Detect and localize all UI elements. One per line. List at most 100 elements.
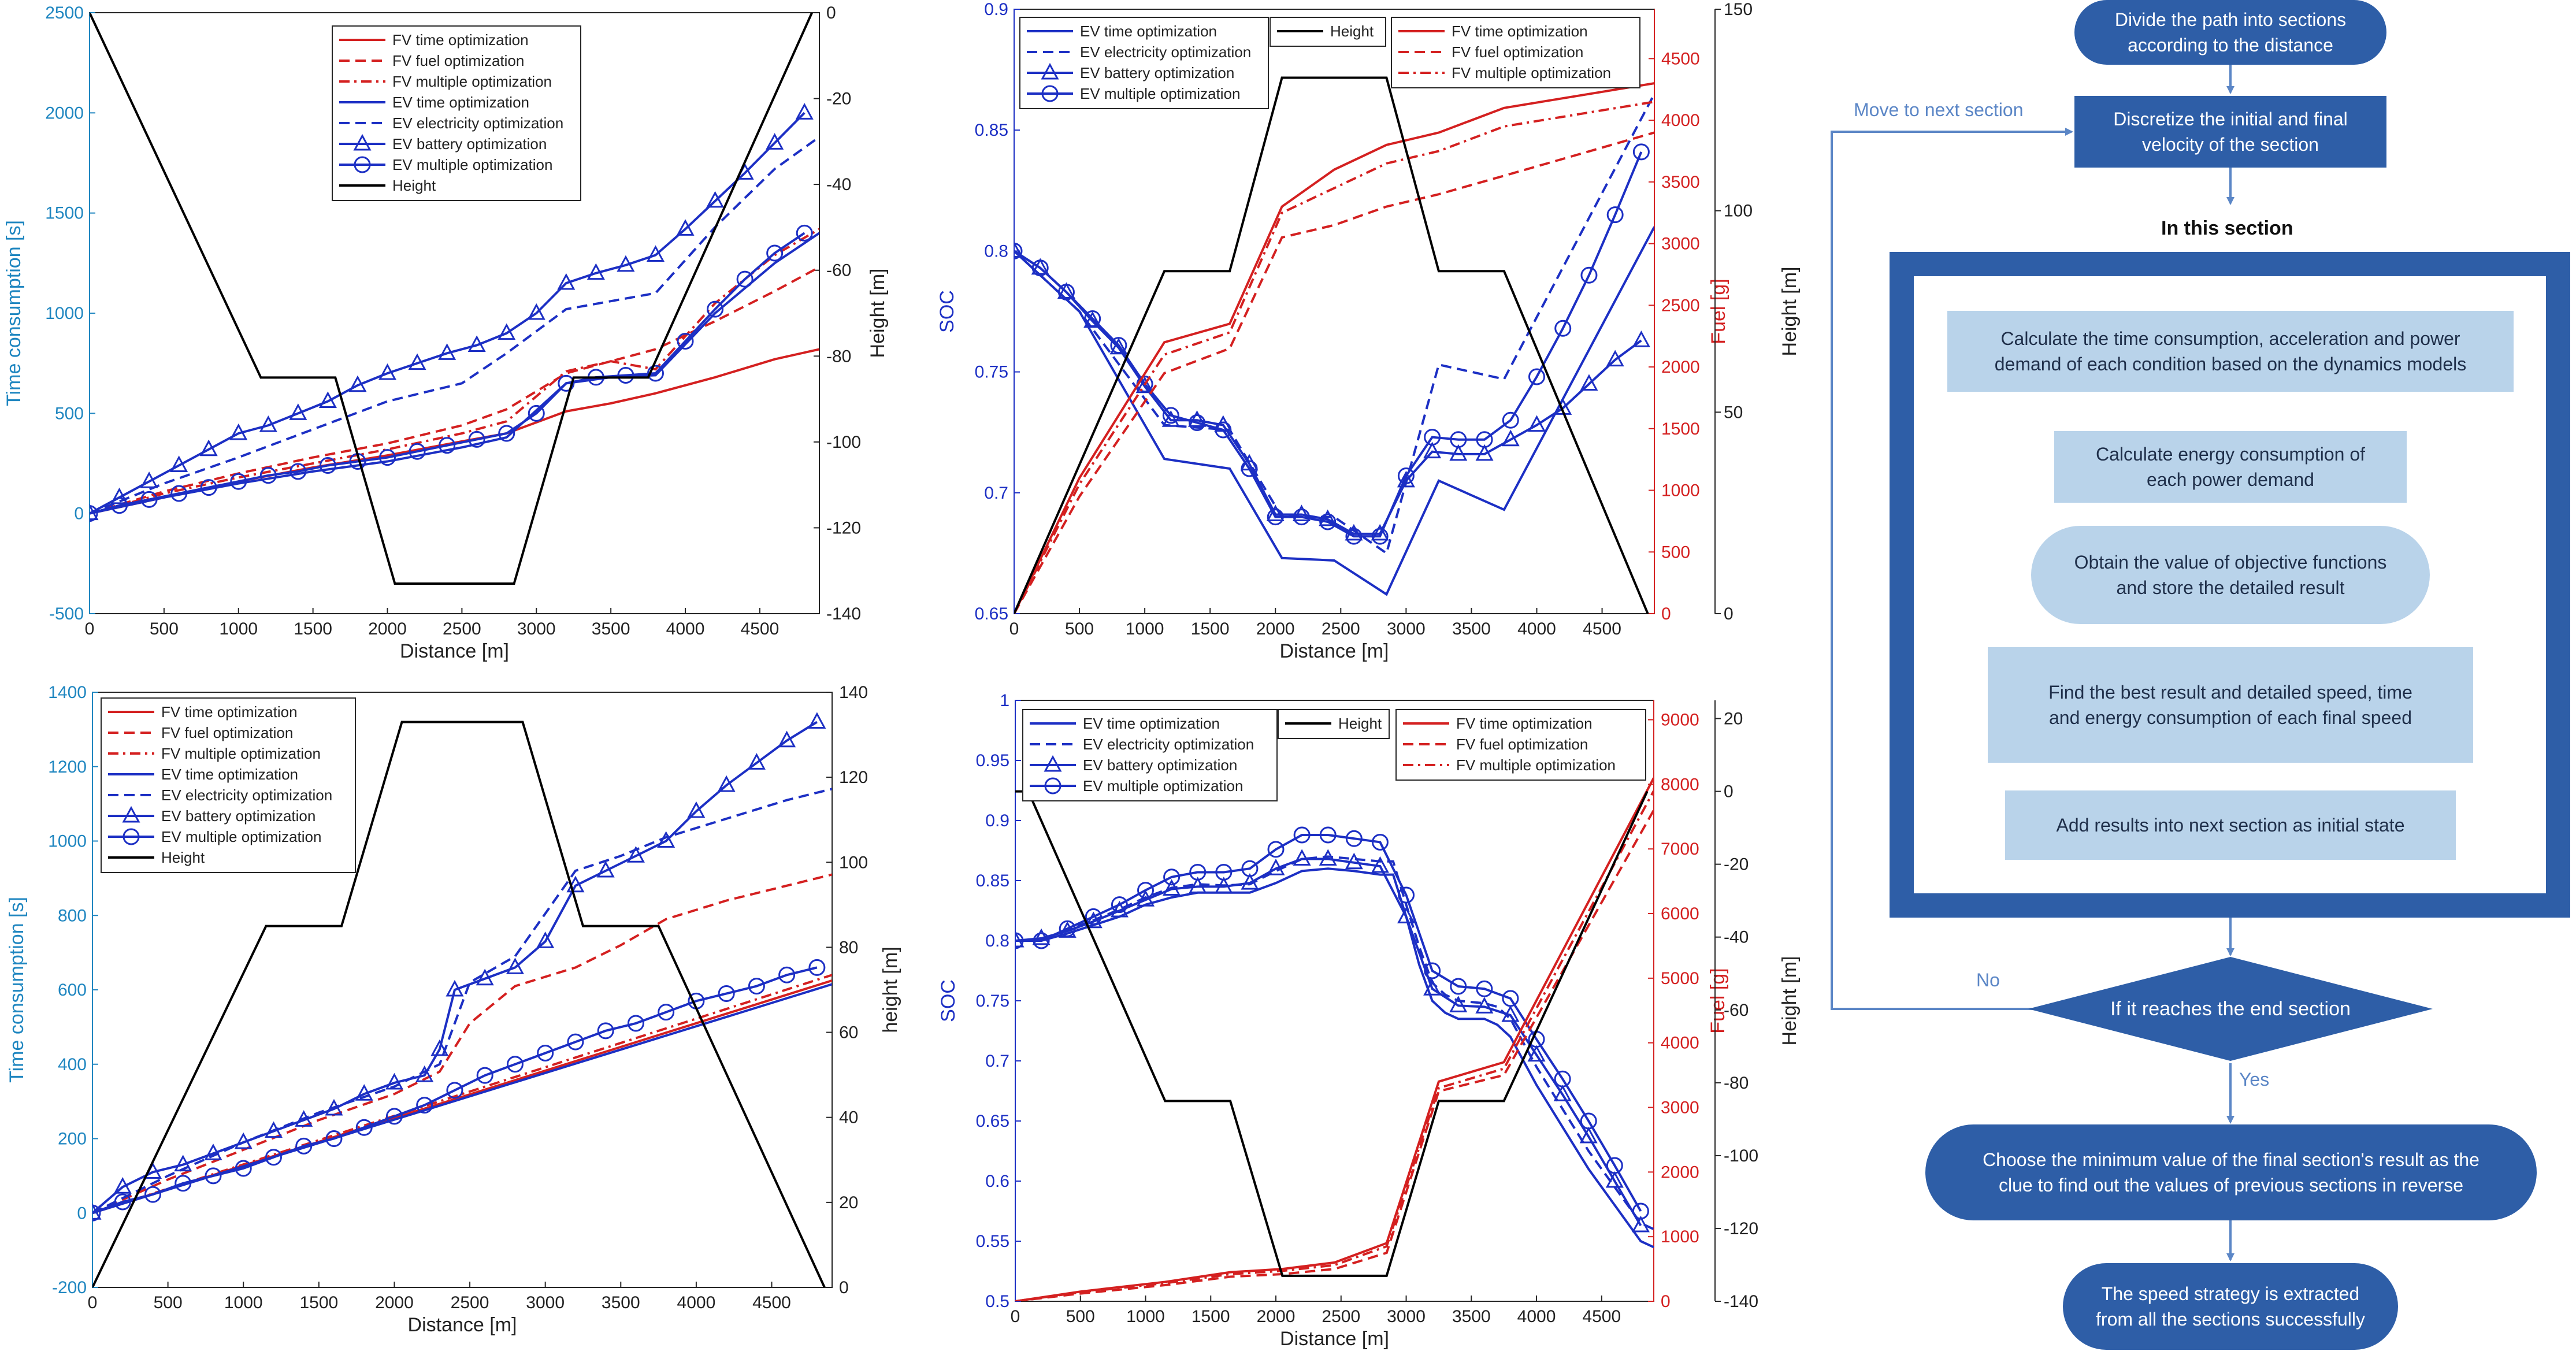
y-tick-label: 0.9 [985,811,1009,830]
data-point [778,730,796,748]
data-point [1423,979,1442,996]
data-point [264,1121,283,1138]
y-tick-label: 0.55 [976,1232,1009,1251]
series-line-5 [1014,131,1654,614]
legend: FV time optimization FV fuel optimization… [332,25,581,201]
data-point [1319,513,1337,530]
data-point [1241,460,1258,477]
data-point [627,1015,644,1032]
x-tick-label: 1000 [224,1293,263,1312]
y-axis-label: Time consumption [s] [3,220,25,406]
y-axis-label: SOC [937,979,959,1022]
legend-label: FV time optimization [1452,23,1588,40]
y2-tick-label: 5000 [1661,969,1699,988]
y2-tick-label: 3500 [1661,173,1700,192]
data-point [1293,508,1310,526]
data-point [295,1110,313,1127]
data-point [1319,849,1337,866]
x-tick-label: 2500 [443,619,481,639]
loop-arrow [1831,128,2126,1010]
legend: FV time optimization FV fuel optimization… [1391,17,1640,88]
data-point [1293,826,1311,844]
data-point [348,375,367,392]
y-tick-label: 0.5 [985,1292,1009,1311]
legend-label: FV fuel optimization [392,52,524,69]
legend-label: EV time optimization [161,766,298,783]
x-tick-label: 4000 [666,619,705,639]
legend-label: FV fuel optimization [161,724,293,741]
data-point [235,1160,252,1177]
x-tick-label: 3000 [1387,619,1426,639]
data-point [1502,411,1519,429]
y-axis-label: SOC [936,290,958,333]
series-line-6 [92,966,818,1215]
data-point [1606,1157,1623,1174]
data-point [355,1119,373,1136]
data-point [527,303,545,320]
data-point [1215,863,1233,881]
data-point [1423,441,1442,459]
data-point [1215,877,1233,893]
legend-label: EV time optimization [1083,715,1220,732]
y-axis-label: Time consumption [s] [6,897,28,1083]
y-tick-label: 0.7 [985,1052,1009,1071]
y-tick-label: 0 [77,1204,87,1223]
y2-tick-label: 2500 [1661,296,1700,315]
legend-label: EV electricity optimization [1080,43,1251,61]
data-point [1605,1171,1624,1188]
x-tick-label: 0 [85,619,95,639]
y3-tick-label: -20 [1724,855,1749,874]
step-divide-path: Divide the path into sections according … [2074,0,2386,65]
data-point [1476,980,1493,997]
y3-tick-label: 100 [1724,202,1753,221]
data-point [506,1056,524,1073]
x-tick-label: 0 [1011,1307,1020,1326]
data-point [1449,996,1468,1012]
data-point [1579,1126,1598,1144]
y3-axis-label: Height [m] [1779,956,1801,1046]
y-tick-label: 0.8 [984,242,1008,261]
data-point [409,443,426,460]
data-point [90,505,98,522]
data-point [706,191,725,208]
data-point [1502,990,1519,1007]
y-tick-label: 2500 [45,3,84,23]
data-point [687,801,706,818]
y-tick-label: 400 [58,1055,87,1074]
y-tick-label: 0 [74,504,84,524]
x-tick-label: 500 [1065,619,1094,639]
data-point [1397,907,1416,923]
x-axis-label: Distance [m] [1280,1328,1389,1350]
step-add-results: Add results into next section as initial… [2005,790,2456,860]
legend-label: EV battery optimization [161,807,315,825]
data-point [558,374,575,392]
data-point [808,712,826,729]
y3-tick-label: 50 [1724,403,1743,422]
data-point [325,1130,343,1147]
data-point [439,437,456,454]
data-point [796,224,813,242]
x-tick-label: 500 [150,619,179,639]
y3-tick-label: -60 [1724,1001,1749,1020]
y-tick-label: 200 [58,1130,87,1149]
legend: Height [1270,17,1386,47]
data-point [1424,429,1441,446]
legend: FV time optimization FV fuel optimization… [1395,709,1646,781]
y3-tick-label: 0 [1724,782,1734,801]
data-point [416,1097,433,1114]
data-point [408,353,426,370]
data-point [295,1137,313,1155]
series-line-5 [1015,810,1654,1301]
y-tick-label: 0.9 [984,0,1008,19]
y2-tick-label: 7000 [1661,840,1699,859]
legend-marker [123,828,140,845]
data-point [1033,932,1050,949]
step-discretize-velocity: Discretize the initial and final velocit… [2074,96,2386,168]
data-point [204,1144,222,1160]
series-line-7 [90,13,813,585]
data-point [1241,860,1259,877]
data-point [747,753,766,770]
legend-label: EV multiple optimization [392,156,552,173]
x-tick-label: 500 [154,1293,183,1312]
x-tick-label: 3500 [602,1293,640,1312]
